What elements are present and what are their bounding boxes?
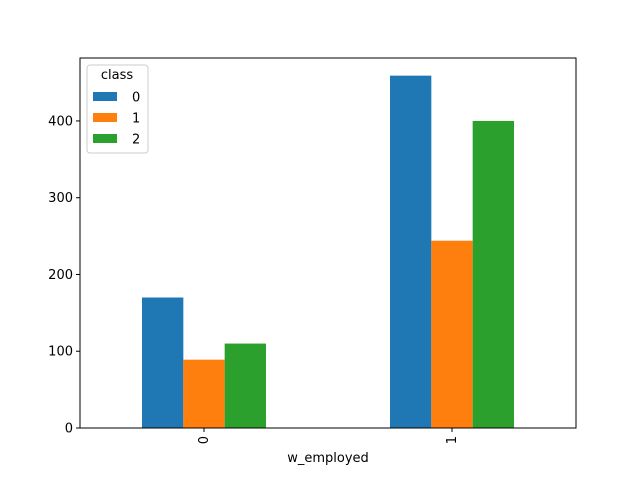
legend-title: class — [101, 68, 133, 83]
bar-class-0-w-employed-0 — [142, 297, 184, 428]
y-tick-label: 100 — [48, 345, 73, 360]
bar-class-1-w-employed-0 — [183, 359, 225, 428]
plot-frame — [79, 57, 577, 429]
x-tick-label: 1 — [445, 436, 460, 444]
bar-class-2-w-employed-0 — [224, 343, 266, 428]
legend-items: 0 1 2 — [93, 91, 140, 148]
legend-label-class-2: 2 — [132, 133, 140, 148]
y-tick-label: 200 — [48, 268, 73, 283]
legend-label-class-1: 1 — [132, 112, 140, 127]
legend: class 0 1 2 — [86, 64, 149, 154]
legend-swatch-class-0 — [93, 92, 117, 101]
bar-class-0-w-employed-1 — [390, 75, 432, 428]
bar-class-2-w-employed-1 — [472, 120, 514, 429]
x-axis-label: w_employed — [287, 451, 369, 466]
legend-box — [86, 64, 149, 154]
y-axis: 0 100 200 300 400 — [48, 114, 80, 437]
legend-swatch-class-1 — [93, 113, 117, 122]
y-tick-label: 0 — [65, 422, 73, 437]
y-tick-label: 300 — [48, 191, 73, 206]
x-tick-label: 0 — [197, 436, 212, 444]
legend-swatch-class-2 — [93, 134, 117, 143]
bar-class-1-w-employed-1 — [431, 240, 473, 428]
bars-group — [142, 75, 514, 429]
legend-label-class-0: 0 — [132, 91, 140, 106]
y-tick-label: 400 — [48, 114, 73, 129]
